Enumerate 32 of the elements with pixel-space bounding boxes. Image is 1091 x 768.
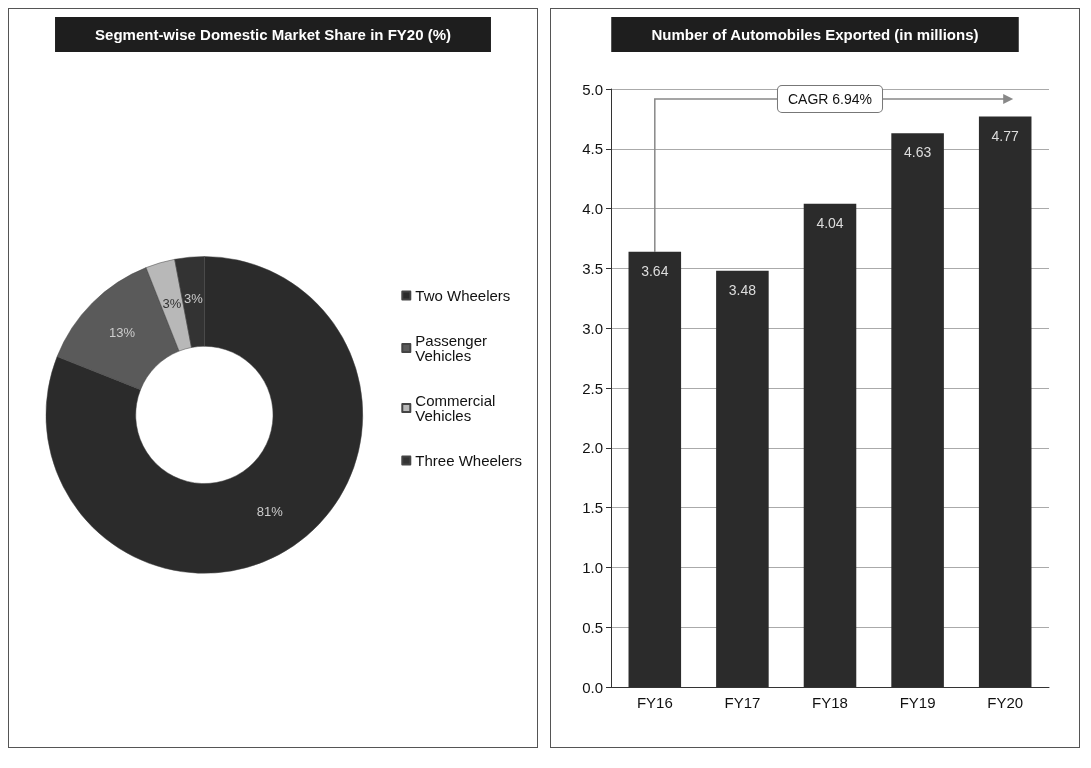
y-tick-label: 0.5 [582,618,603,636]
y-tick-label: 5.0 [582,80,603,98]
y-tick-label: 3.0 [582,319,603,337]
x-tick-label: FY19 [899,694,936,711]
legend-label: Passenger Vehicles [415,332,492,364]
data-label: 3.48 [728,281,757,298]
x-tick-label: FY17 [724,694,761,711]
annotation: CAGR 6.94% [787,91,873,107]
y-tick-label: 1.0 [582,558,603,576]
y-tick-label: 2.5 [582,379,603,397]
data-label: 4.77 [991,127,1020,144]
y-tick-label: 0.0 [582,678,603,696]
chart-title: Segment-wise Domestic Market Share in FY20 (%) [95,26,451,43]
data-label: 81% [256,503,284,519]
y-tick-label: 4.5 [582,140,603,158]
data-label: 3% [162,295,182,311]
legend-label: Commercial Vehicles [415,392,500,424]
y-tick-label: 3.5 [582,259,603,277]
y-tick-label: 1.5 [582,499,603,517]
legend-label: Three Wheelers [415,452,523,469]
y-tick-label: 4.0 [582,200,603,218]
data-label: 3% [184,291,204,307]
y-tick-label: 2.0 [582,439,603,457]
x-tick-label: FY16 [636,694,673,711]
data-label: 13% [108,325,136,341]
data-label: 4.04 [816,214,844,231]
data-label: 3.64 [641,262,669,279]
x-tick-label: FY18 [812,694,848,711]
x-tick-label: FY20 [987,694,1024,711]
data-label: 4.63 [903,144,932,161]
chart-title: Number of Automobiles Exported (in millions) [651,26,979,43]
legend-label: Two Wheelers [415,287,511,304]
